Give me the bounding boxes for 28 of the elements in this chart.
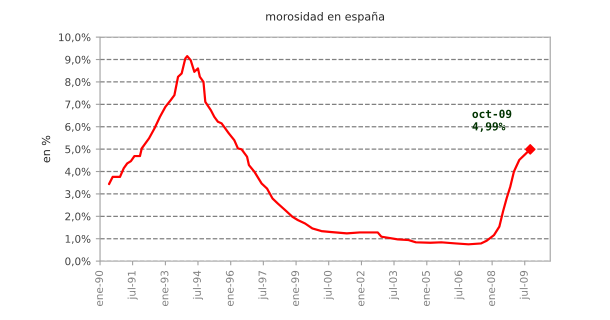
y-tick-label: 3,0% — [65, 190, 90, 200]
y-tick-label: 2,0% — [65, 212, 90, 222]
annotation: oct-09 4,99% — [472, 110, 512, 132]
x-tick-label: jul-91 — [128, 271, 138, 300]
y-tick-label: 10,0% — [59, 33, 90, 42]
y-tick-label: 1,0% — [66, 234, 90, 244]
x-tick-label: ene-90 — [95, 270, 104, 306]
x-tick-label: ene-96 — [226, 270, 234, 306]
x-tick-label: jul-09 — [520, 270, 530, 300]
y-tick-label: 4,0% — [65, 168, 90, 177]
chart-title: morosidad en españa — [266, 12, 384, 23]
x-tick-label: ene-93 — [160, 270, 168, 306]
y-tick-label: 8,0% — [65, 78, 90, 88]
x-tick-label: jul-00 — [324, 270, 334, 300]
x-tick-label: jul-03 — [388, 270, 400, 300]
y-tick-label: 0,0% — [65, 257, 90, 266]
y-tick-label: 5,0% — [65, 145, 90, 154]
y-tick-label: 7,0% — [65, 100, 90, 110]
x-tick-label: jul-94 — [192, 270, 204, 300]
x-tick-label: ene-99 — [291, 270, 300, 306]
y-tick-label: 6,0% — [65, 122, 90, 132]
x-tick-label: jul-06 — [454, 270, 464, 300]
x-tick-label: jul-97 — [258, 271, 268, 300]
x-tick-label: ene-05 — [422, 271, 430, 306]
x-tick-label: ene-08 — [487, 270, 496, 306]
x-tick-label: ene-02 — [356, 271, 364, 306]
y-axis-title: en % — [42, 136, 50, 162]
y-tick-label: 9,0% — [65, 56, 90, 65]
